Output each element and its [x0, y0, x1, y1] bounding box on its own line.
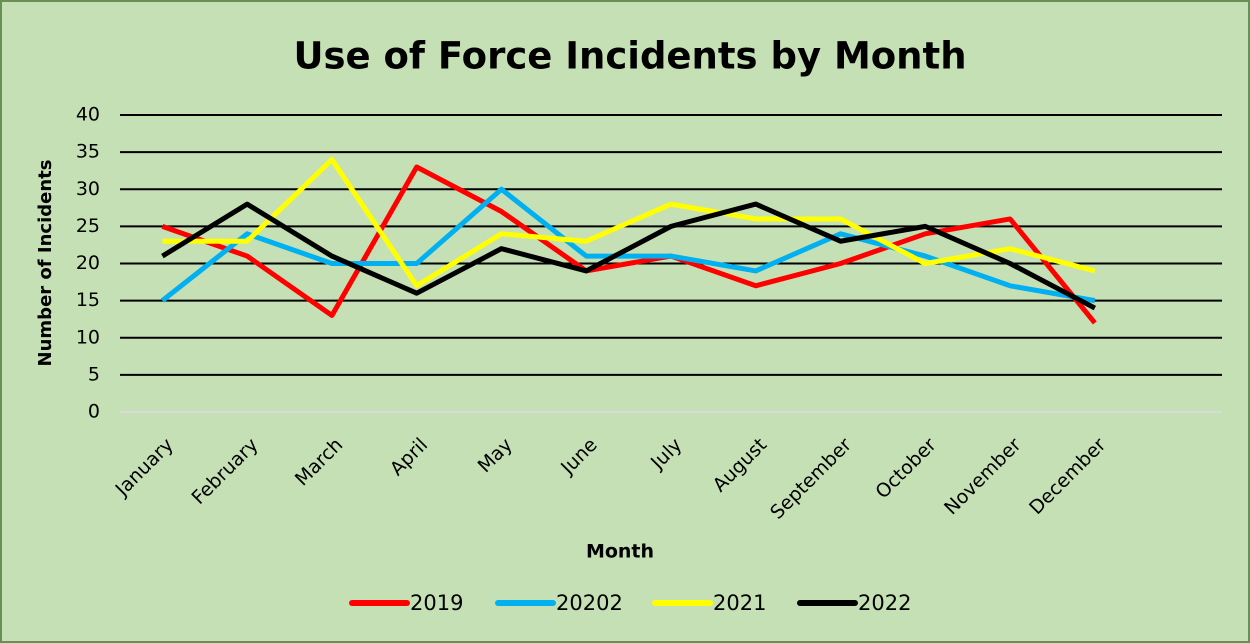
chart-title: Use of Force Incidents by Month	[293, 35, 966, 78]
y-tick-label: 10	[76, 326, 100, 348]
legend-label: 20202	[556, 591, 623, 615]
legend-label: 2022	[858, 591, 911, 615]
y-tick-label: 0	[88, 401, 100, 423]
y-tick-label: 25	[76, 215, 100, 237]
series-line	[162, 157, 1096, 289]
y-tick-label: 35	[76, 141, 100, 163]
y-tick-label: 40	[76, 104, 100, 126]
y-tick-label: 20	[76, 252, 100, 274]
y-tick-label: 15	[76, 289, 100, 311]
legend-label: 2021	[713, 591, 766, 615]
y-tick-label: 30	[76, 178, 100, 200]
series-line	[161, 201, 1097, 311]
y-tick-label: 5	[88, 363, 100, 385]
legend-label: 2019	[410, 591, 463, 615]
y-axis-label: Number of Incidents	[35, 160, 56, 367]
x-axis-label: Month	[586, 541, 654, 563]
